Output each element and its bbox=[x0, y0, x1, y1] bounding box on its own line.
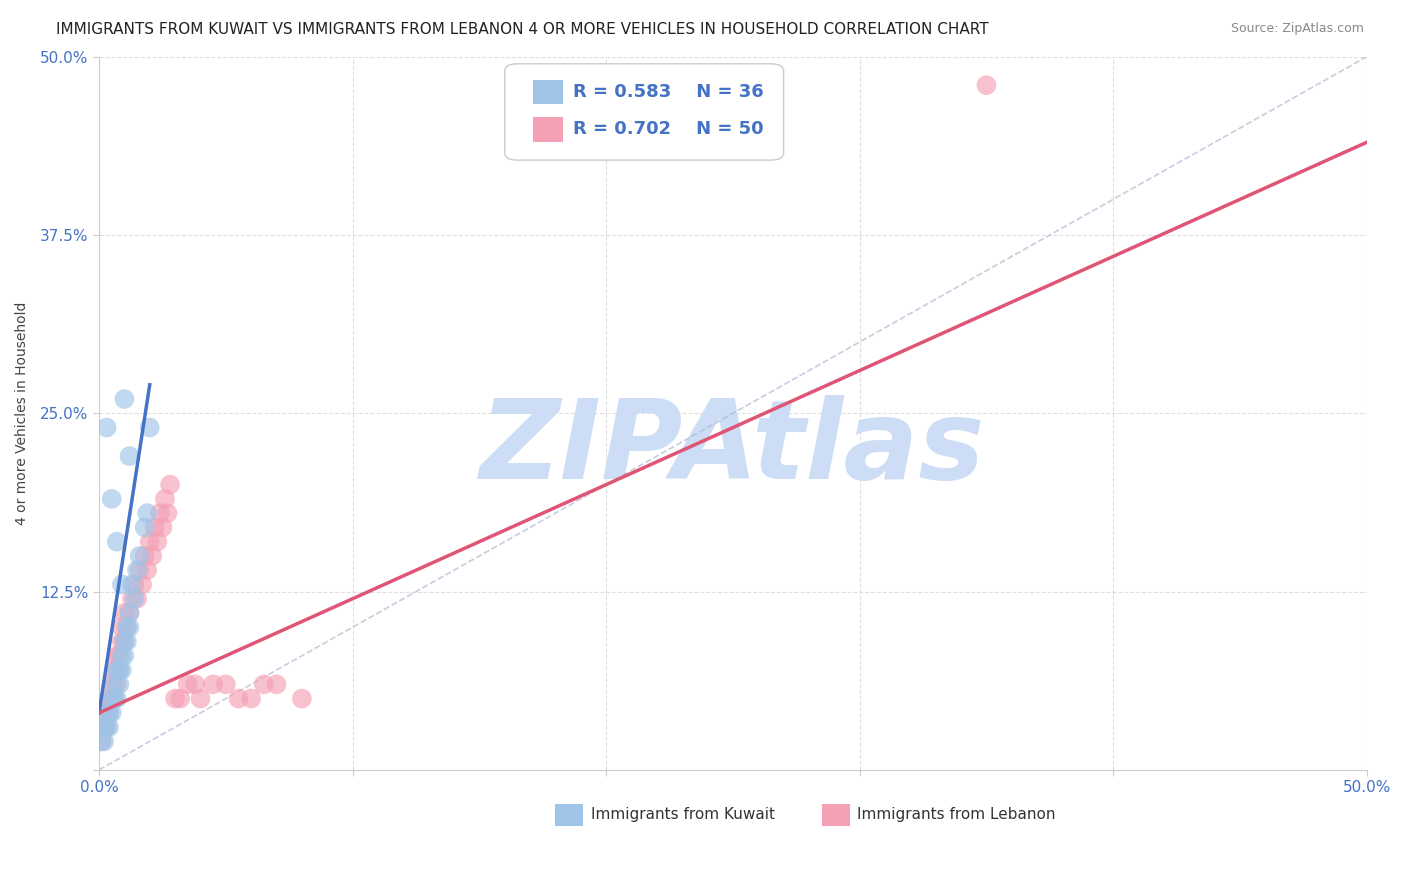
Point bbox=[190, 691, 212, 706]
Point bbox=[105, 663, 128, 677]
Point bbox=[111, 634, 134, 648]
Point bbox=[124, 591, 146, 606]
Point bbox=[111, 577, 134, 591]
Point bbox=[111, 663, 134, 677]
Point bbox=[976, 78, 998, 93]
Point bbox=[115, 620, 138, 634]
Point bbox=[100, 691, 122, 706]
Point bbox=[124, 577, 146, 591]
Point bbox=[100, 691, 122, 706]
FancyBboxPatch shape bbox=[505, 64, 783, 160]
Point bbox=[108, 663, 131, 677]
Point bbox=[96, 420, 118, 434]
Point bbox=[291, 691, 314, 706]
Point bbox=[111, 648, 134, 663]
Text: R = 0.702    N = 50: R = 0.702 N = 50 bbox=[574, 120, 763, 138]
Y-axis label: 4 or more Vehicles in Household: 4 or more Vehicles in Household bbox=[15, 301, 30, 525]
Point bbox=[105, 677, 128, 691]
Point bbox=[100, 677, 122, 691]
Text: Source: ZipAtlas.com: Source: ZipAtlas.com bbox=[1230, 22, 1364, 36]
Point bbox=[90, 734, 112, 748]
Point bbox=[103, 691, 125, 706]
Point bbox=[98, 720, 121, 734]
Point bbox=[184, 677, 207, 691]
Text: ZIPAtlas: ZIPAtlas bbox=[481, 395, 986, 502]
Point bbox=[153, 491, 176, 506]
Text: Immigrants from Kuwait: Immigrants from Kuwait bbox=[591, 807, 775, 822]
Point bbox=[118, 449, 141, 463]
Point bbox=[202, 677, 225, 691]
Point bbox=[112, 634, 135, 648]
Point bbox=[105, 534, 128, 549]
Point bbox=[177, 677, 200, 691]
Point bbox=[128, 549, 150, 563]
Point bbox=[103, 663, 125, 677]
Point bbox=[125, 563, 148, 577]
Point bbox=[112, 634, 135, 648]
Point bbox=[215, 677, 238, 691]
Point bbox=[112, 392, 135, 406]
Point bbox=[111, 620, 134, 634]
Point bbox=[105, 691, 128, 706]
Point bbox=[240, 691, 263, 706]
FancyBboxPatch shape bbox=[533, 80, 562, 104]
Point bbox=[136, 506, 159, 520]
Point bbox=[115, 634, 138, 648]
Point bbox=[98, 706, 121, 720]
Point bbox=[96, 720, 118, 734]
Point bbox=[266, 677, 288, 691]
Point bbox=[100, 491, 122, 506]
Point bbox=[134, 549, 156, 563]
Point bbox=[118, 620, 141, 634]
Point bbox=[108, 648, 131, 663]
Point bbox=[156, 506, 179, 520]
Point bbox=[98, 691, 121, 706]
Point bbox=[108, 663, 131, 677]
Point bbox=[253, 677, 276, 691]
Point bbox=[228, 691, 250, 706]
Point bbox=[165, 691, 187, 706]
Point bbox=[118, 606, 141, 620]
Point bbox=[121, 591, 143, 606]
Point bbox=[90, 734, 112, 748]
Point bbox=[112, 648, 135, 663]
Point bbox=[169, 691, 191, 706]
Point bbox=[98, 706, 121, 720]
Point bbox=[103, 677, 125, 691]
Point bbox=[149, 506, 172, 520]
Point bbox=[136, 563, 159, 577]
Point bbox=[108, 677, 131, 691]
Point bbox=[143, 520, 166, 534]
FancyBboxPatch shape bbox=[821, 805, 849, 825]
Point bbox=[128, 563, 150, 577]
Point bbox=[96, 706, 118, 720]
Point bbox=[96, 720, 118, 734]
Point bbox=[152, 520, 174, 534]
Point bbox=[115, 620, 138, 634]
Point bbox=[105, 648, 128, 663]
Text: IMMIGRANTS FROM KUWAIT VS IMMIGRANTS FROM LEBANON 4 OR MORE VEHICLES IN HOUSEHOL: IMMIGRANTS FROM KUWAIT VS IMMIGRANTS FRO… bbox=[56, 22, 988, 37]
Point bbox=[125, 591, 148, 606]
Point bbox=[93, 706, 115, 720]
FancyBboxPatch shape bbox=[533, 118, 562, 142]
Point bbox=[103, 691, 125, 706]
Point bbox=[112, 606, 135, 620]
Point bbox=[93, 720, 115, 734]
Point bbox=[118, 606, 141, 620]
Point bbox=[100, 706, 122, 720]
Point bbox=[159, 477, 181, 491]
Point bbox=[121, 577, 143, 591]
Text: R = 0.583    N = 36: R = 0.583 N = 36 bbox=[574, 83, 763, 102]
Point bbox=[93, 734, 115, 748]
Point bbox=[141, 549, 163, 563]
Point bbox=[139, 420, 162, 434]
Point bbox=[131, 577, 153, 591]
Point bbox=[146, 534, 169, 549]
Point bbox=[134, 520, 156, 534]
Point bbox=[93, 720, 115, 734]
Text: Immigrants from Lebanon: Immigrants from Lebanon bbox=[858, 807, 1056, 822]
Point bbox=[96, 706, 118, 720]
Point bbox=[139, 534, 162, 549]
FancyBboxPatch shape bbox=[555, 805, 583, 825]
